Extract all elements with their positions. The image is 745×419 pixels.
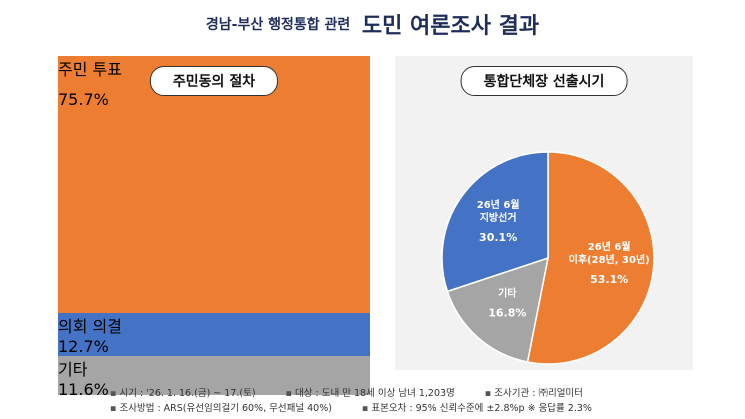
bar-value-label: 11.6%: [58, 380, 109, 400]
bar-category: 의회 의결: [58, 317, 122, 336]
bar: 주민 투표 75.7%: [58, 56, 370, 313]
pie-label: 26년 6월 이후(28년, 30년) 53.1%: [569, 241, 650, 287]
bar: 의회 의결 12.7%: [58, 313, 370, 357]
footnote-row: 시기 : '26. 1. 16.(금) ~ 17.(토) 대상 : 도내 만 18…: [110, 385, 613, 399]
title-prefix: 경남-부산 행정통합 관련: [205, 17, 351, 33]
footnote-row: 조사방법 : ARS(유선임의걸기 60%, 무선패널 40%) 표본오차 : 9…: [110, 400, 622, 414]
pie-label: 26년 6월 지방선거 30.1%: [477, 199, 520, 245]
pie-value-label: 30.1%: [479, 230, 518, 244]
footnote: 표본오차 : 95% 신뢰수준에 ±2.8%p ※ 응답률 2.3%: [362, 403, 592, 414]
pie-category: 26년 6월 지방선거: [476, 199, 520, 224]
pie-label: 기타 16.8%: [488, 287, 526, 320]
title-main: 도민 여론조사 결과: [361, 14, 540, 39]
panel-title: 통합단체장 선출시기: [460, 66, 628, 96]
bar: 기타 11.6%: [58, 356, 370, 399]
bar-category: 주민 투표: [58, 60, 122, 79]
bar-value-label: 75.7%: [58, 90, 109, 109]
bar-panel: 주민동의 절차 주민 투표 75.7% 의회 의결 12.7% 기타 11.6%: [58, 56, 370, 399]
pie-slice: [441, 151, 549, 293]
pie-category: 기타: [498, 288, 517, 300]
pie-slice: [526, 151, 655, 365]
pie-panel: 통합단체장 선출시기 26년 6월 이후(28년, 30년) 53.1% 기타 16.…: [395, 56, 693, 370]
bar-category: 기타: [58, 360, 88, 380]
pie-category: 26년 6월 이후(28년, 30년): [568, 241, 650, 266]
bar-value-label: 12.7%: [58, 337, 109, 356]
footnote: 시기 : '26. 1. 16.(금) ~ 17.(토): [110, 388, 256, 399]
panel-title: 주민동의 절차: [149, 66, 279, 96]
pie-value-label: 16.8%: [488, 306, 527, 320]
pie-slice: [446, 256, 549, 363]
footnote: 조사기관 : ㈜리얼미터: [485, 388, 583, 399]
footnote: 조사방법 : ARS(유선임의걸기 60%, 무선패널 40%): [110, 403, 332, 414]
footnote: 대상 : 도내 만 18세 이상 남녀 1,203명: [286, 388, 455, 399]
title: 경남-부산 행정통합 관련 도민 여론조사 결과: [0, 8, 745, 40]
pie: [441, 151, 655, 365]
pie-value-label: 53.1%: [590, 272, 629, 286]
